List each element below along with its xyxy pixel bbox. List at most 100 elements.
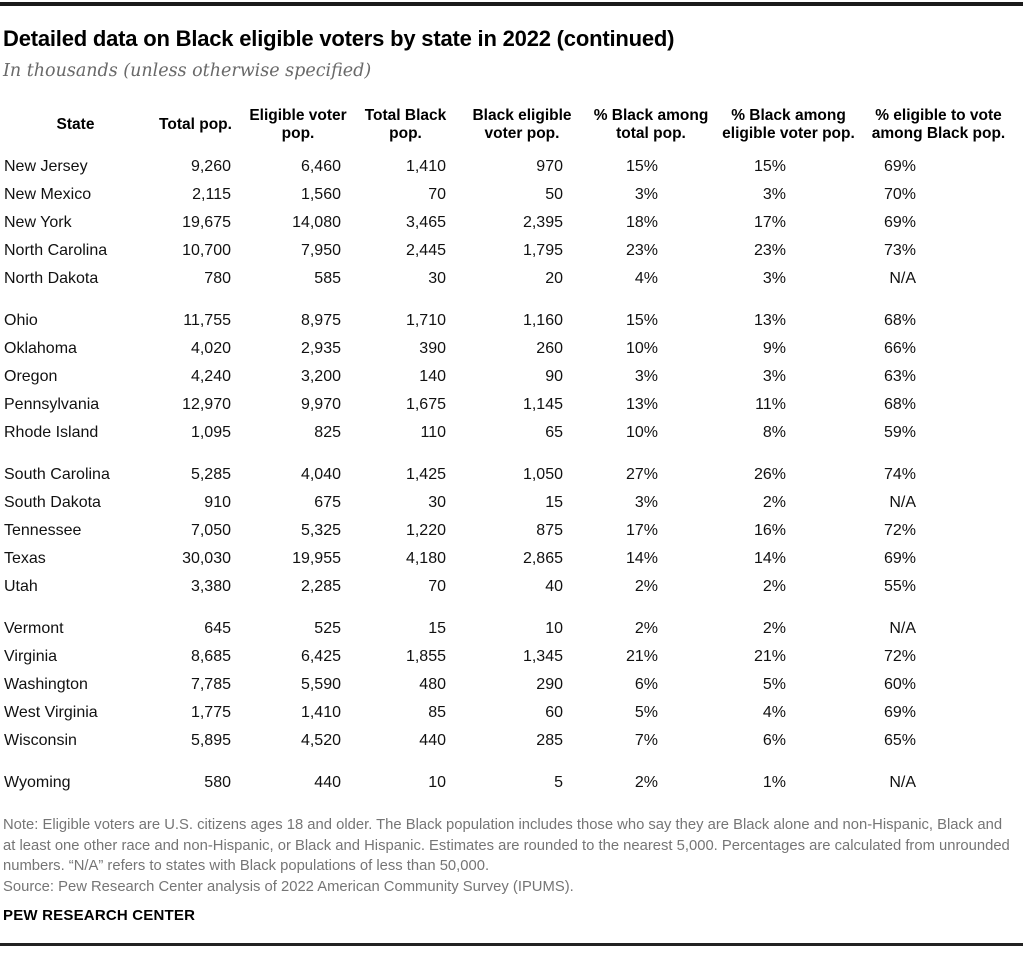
value-cell: 4,040	[300, 466, 341, 483]
table-row: North Carolina 10,700 7,950 2,445 1,795 23% 23…	[3, 237, 1016, 265]
value-cell: 3%	[762, 186, 786, 203]
value-cell: 260	[536, 340, 563, 357]
value-cell: 1,220	[405, 522, 446, 539]
value-cell: 16%	[753, 522, 786, 539]
value-cell: 780	[204, 270, 231, 287]
value-cell: 7,785	[190, 676, 231, 693]
value-cell: 10%	[625, 424, 658, 441]
state-cell: Pennsylvania	[4, 396, 100, 413]
value-cell: 60	[545, 704, 563, 721]
value-cell: 4,520	[300, 732, 341, 749]
value-cell: N/A	[889, 270, 916, 287]
value-cell: 7,950	[300, 242, 341, 259]
group-spacer	[3, 601, 1016, 615]
source-text: Source: Pew Research Center analysis of …	[3, 878, 574, 895]
value-cell: 1,855	[405, 648, 446, 665]
value-cell: 6%	[634, 676, 658, 693]
column-header-5: Black eligible voter pop.	[472, 106, 572, 142]
value-cell: 70	[428, 186, 446, 203]
value-cell: 72%	[883, 648, 916, 665]
table-row: Wyoming 580 440 10 5 2% 1% N/A	[3, 769, 1016, 797]
value-cell: 30,030	[182, 550, 231, 567]
value-cell: 1,775	[190, 704, 231, 721]
value-cell: 69%	[883, 704, 916, 721]
value-cell: 2,865	[522, 550, 563, 567]
value-cell: 5,895	[190, 732, 231, 749]
table-row: Oregon 4,240 3,200 140 90 3% 3% 63%	[3, 363, 1016, 391]
value-cell: 9%	[762, 340, 786, 357]
value-cell: 1,560	[300, 186, 341, 203]
table-row: Washington 7,785 5,590 480 290 6% 5% 60%	[3, 671, 1016, 699]
value-cell: 4%	[762, 704, 786, 721]
value-cell: 2,285	[300, 578, 341, 595]
value-cell: 1,710	[405, 312, 446, 329]
value-cell: 4,240	[190, 368, 231, 385]
value-cell: 17%	[625, 522, 658, 539]
column-header-7: % Black among eligible voter pop.	[722, 106, 855, 142]
value-cell: 1,675	[405, 396, 446, 413]
value-cell: 580	[204, 774, 231, 791]
value-cell: 675	[314, 494, 341, 511]
value-cell: 26%	[753, 466, 786, 483]
value-cell: 23%	[753, 242, 786, 259]
value-cell: 2,445	[405, 242, 446, 259]
state-cell: New York	[4, 214, 72, 231]
value-cell: 2%	[634, 578, 658, 595]
column-header-8: % eligible to vote among Black pop.	[871, 106, 1006, 142]
table-row: New Mexico 2,115 1,560 70 50 3% 3% 70%	[3, 181, 1016, 209]
value-cell: 390	[419, 340, 446, 357]
value-cell: 585	[314, 270, 341, 287]
state-cell: Texas	[4, 550, 46, 567]
value-cell: 4,180	[405, 550, 446, 567]
value-cell: 2%	[634, 620, 658, 637]
state-cell: Oregon	[4, 368, 58, 385]
table-row: Ohio 11,755 8,975 1,710 1,160 15% 13% 68%	[3, 307, 1016, 335]
value-cell: 9,260	[190, 158, 231, 175]
value-cell: 5,325	[300, 522, 341, 539]
value-cell: N/A	[889, 774, 916, 791]
value-cell: 6,425	[300, 648, 341, 665]
table-row: New York 19,675 14,080 3,465 2,395 18% 17% 69%	[3, 209, 1016, 237]
value-cell: 1,145	[522, 396, 563, 413]
state-cell: Rhode Island	[4, 424, 99, 441]
value-cell: 19,955	[292, 550, 341, 567]
table-row: North Dakota 780 585 30 20 4% 3% N/A	[3, 265, 1016, 293]
value-cell: 13%	[753, 312, 786, 329]
table-row: Rhode Island 1,095 825 110 65 10% 8% 59%	[3, 419, 1016, 447]
value-cell: 70%	[883, 186, 916, 203]
value-cell: 2,935	[300, 340, 341, 357]
value-cell: 68%	[883, 312, 916, 329]
value-cell: 8%	[762, 424, 786, 441]
value-cell: 440	[314, 774, 341, 791]
value-cell: 19,675	[182, 214, 231, 231]
value-cell: 30	[428, 270, 446, 287]
value-cell: 480	[419, 676, 446, 693]
value-cell: N/A	[889, 494, 916, 511]
value-cell: 20	[545, 270, 563, 287]
top-rule	[0, 2, 1023, 6]
table-row: Pennsylvania 12,970 9,970 1,675 1,145 13% 11% 6…	[3, 391, 1016, 419]
value-cell: 7,050	[190, 522, 231, 539]
value-cell: 645	[204, 620, 231, 637]
column-header-1: State	[56, 115, 95, 133]
value-cell: 59%	[883, 424, 916, 441]
value-cell: 4%	[634, 270, 658, 287]
page-subtitle: In thousands (unless otherwise specified…	[3, 61, 372, 81]
column-header-4: Total Black pop.	[364, 106, 447, 142]
value-cell: 17%	[753, 214, 786, 231]
value-cell: 72%	[883, 522, 916, 539]
value-cell: 290	[536, 676, 563, 693]
value-cell: 970	[536, 158, 563, 175]
value-cell: 70	[428, 578, 446, 595]
value-cell: 3,380	[190, 578, 231, 595]
value-cell: 11%	[755, 396, 786, 413]
column-header-2: Total pop.	[159, 115, 232, 133]
bottom-rule	[0, 943, 1023, 946]
value-cell: 1%	[762, 774, 786, 791]
value-cell: 30	[428, 494, 446, 511]
value-cell: 10	[545, 620, 563, 637]
value-cell: 5%	[634, 704, 658, 721]
table-row: Oklahoma 4,020 2,935 390 260 10% 9% 66%	[3, 335, 1016, 363]
value-cell: 2,395	[522, 214, 563, 231]
value-cell: 68%	[883, 396, 916, 413]
